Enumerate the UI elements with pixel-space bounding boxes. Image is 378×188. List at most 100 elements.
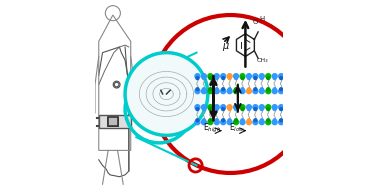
Circle shape (280, 119, 283, 122)
Circle shape (279, 120, 284, 125)
Circle shape (272, 74, 277, 79)
Circle shape (221, 105, 226, 110)
Circle shape (215, 77, 218, 80)
Circle shape (280, 88, 283, 91)
Circle shape (240, 89, 245, 94)
Circle shape (248, 119, 250, 122)
Circle shape (259, 74, 264, 79)
Circle shape (228, 108, 231, 111)
Text: CH₃: CH₃ (257, 58, 268, 63)
Circle shape (248, 108, 250, 111)
Circle shape (234, 105, 239, 110)
Circle shape (260, 108, 263, 111)
Bar (108, 117, 118, 126)
Circle shape (196, 77, 199, 80)
Circle shape (195, 74, 200, 79)
Circle shape (248, 88, 250, 91)
Circle shape (201, 120, 206, 125)
Circle shape (125, 53, 208, 135)
Circle shape (246, 89, 251, 94)
Circle shape (273, 88, 276, 91)
Circle shape (260, 77, 263, 80)
Circle shape (280, 77, 283, 80)
Circle shape (279, 89, 284, 94)
Circle shape (235, 108, 237, 111)
Circle shape (203, 88, 205, 91)
Circle shape (203, 77, 205, 80)
Circle shape (267, 88, 270, 91)
Circle shape (241, 88, 244, 91)
Circle shape (214, 89, 219, 94)
Circle shape (240, 74, 245, 79)
Circle shape (227, 89, 232, 94)
Circle shape (222, 108, 225, 111)
Circle shape (266, 105, 271, 110)
Circle shape (228, 88, 231, 91)
Circle shape (201, 89, 206, 94)
Circle shape (272, 120, 277, 125)
Circle shape (279, 105, 284, 110)
Circle shape (259, 105, 264, 110)
Circle shape (228, 119, 231, 122)
Circle shape (196, 119, 199, 122)
Circle shape (253, 120, 258, 125)
Circle shape (201, 105, 206, 110)
Text: O: O (253, 18, 259, 24)
Circle shape (234, 120, 239, 125)
Circle shape (227, 105, 232, 110)
Circle shape (279, 74, 284, 79)
Circle shape (259, 120, 264, 125)
Circle shape (259, 89, 264, 94)
Circle shape (209, 88, 212, 91)
Circle shape (196, 88, 199, 91)
Circle shape (203, 108, 205, 111)
Circle shape (260, 119, 263, 122)
Circle shape (201, 74, 206, 79)
Circle shape (246, 120, 251, 125)
Circle shape (222, 119, 225, 122)
Circle shape (267, 77, 270, 80)
Circle shape (195, 89, 200, 94)
Circle shape (203, 119, 205, 122)
Circle shape (208, 74, 213, 79)
Circle shape (208, 89, 213, 94)
Circle shape (214, 120, 219, 125)
Circle shape (208, 120, 213, 125)
Circle shape (214, 74, 219, 79)
Circle shape (221, 89, 226, 94)
Circle shape (214, 105, 219, 110)
Circle shape (235, 77, 237, 80)
Text: E$_{high}$: E$_{high}$ (203, 122, 222, 135)
Circle shape (152, 15, 309, 173)
Circle shape (280, 108, 283, 111)
Circle shape (209, 77, 212, 80)
Circle shape (254, 88, 257, 91)
Circle shape (215, 119, 218, 122)
Circle shape (196, 108, 199, 111)
Bar (99, 115, 131, 128)
Circle shape (208, 105, 213, 110)
Circle shape (266, 89, 271, 94)
Circle shape (254, 119, 257, 122)
Circle shape (228, 77, 231, 80)
Text: E$_{low}$: E$_{low}$ (229, 122, 245, 134)
Circle shape (215, 108, 218, 111)
Circle shape (195, 105, 200, 110)
Circle shape (234, 74, 239, 79)
Circle shape (272, 105, 277, 110)
Circle shape (227, 74, 232, 79)
Text: μ: μ (222, 41, 228, 51)
Circle shape (273, 108, 276, 111)
Circle shape (267, 119, 270, 122)
Circle shape (195, 120, 200, 125)
Circle shape (253, 105, 258, 110)
Circle shape (209, 119, 212, 122)
Circle shape (253, 89, 258, 94)
Circle shape (241, 108, 244, 111)
Circle shape (246, 105, 251, 110)
Circle shape (254, 108, 257, 111)
Circle shape (260, 88, 263, 91)
Text: H: H (260, 16, 265, 22)
Circle shape (235, 88, 237, 91)
Circle shape (209, 108, 212, 111)
